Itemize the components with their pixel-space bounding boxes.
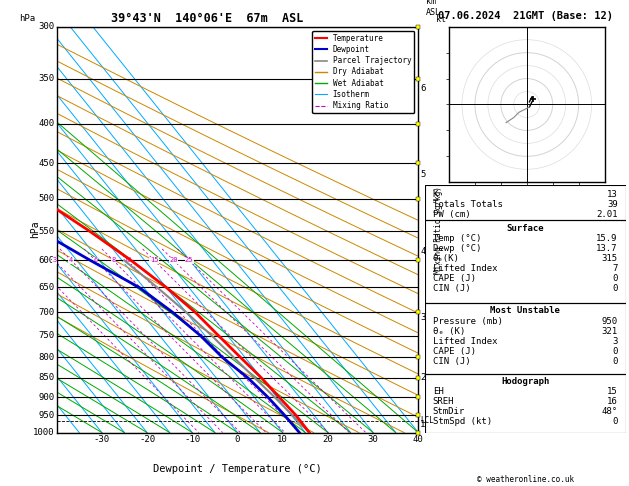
Text: 39: 39 — [607, 200, 618, 209]
Text: 900: 900 — [38, 393, 55, 401]
Text: 0: 0 — [613, 417, 618, 426]
Text: 3: 3 — [52, 258, 57, 263]
Text: 350: 350 — [38, 74, 55, 83]
Text: 5: 5 — [420, 170, 425, 179]
Bar — [425, 303, 626, 374]
Text: 07.06.2024  21GMT (Base: 12): 07.06.2024 21GMT (Base: 12) — [438, 11, 613, 21]
Text: 3: 3 — [613, 337, 618, 346]
Text: -30: -30 — [94, 434, 110, 444]
Text: -10: -10 — [184, 434, 200, 444]
Text: 10: 10 — [123, 258, 131, 263]
Text: hPa: hPa — [19, 14, 35, 23]
Text: Surface: Surface — [506, 224, 544, 233]
Text: 15: 15 — [607, 387, 618, 396]
Text: 13.7: 13.7 — [596, 244, 618, 253]
Text: 20: 20 — [323, 434, 333, 444]
Text: 315: 315 — [602, 254, 618, 263]
Text: 15: 15 — [150, 258, 159, 263]
Text: K: K — [433, 190, 438, 199]
Text: LCL: LCL — [420, 416, 434, 425]
Text: StmSpd (kt): StmSpd (kt) — [433, 417, 492, 426]
Text: 0: 0 — [613, 347, 618, 356]
Text: 1000: 1000 — [33, 428, 55, 437]
Text: 450: 450 — [38, 159, 55, 168]
Text: Dewp (°C): Dewp (°C) — [433, 244, 481, 253]
Text: Lifted Index: Lifted Index — [433, 264, 497, 273]
Text: 4: 4 — [69, 258, 73, 263]
Text: 40: 40 — [413, 434, 424, 444]
Text: 800: 800 — [38, 353, 55, 362]
Bar — [425, 185, 626, 220]
Text: 600: 600 — [38, 256, 55, 265]
Bar — [425, 374, 626, 433]
Text: km
ASL: km ASL — [426, 0, 440, 17]
Text: 700: 700 — [38, 308, 55, 317]
Text: 500: 500 — [38, 194, 55, 204]
Text: θₑ (K): θₑ (K) — [433, 327, 465, 335]
Text: 13: 13 — [607, 190, 618, 199]
Text: Temp (°C): Temp (°C) — [433, 234, 481, 243]
Text: 10: 10 — [277, 434, 288, 444]
Text: CIN (J): CIN (J) — [433, 284, 470, 293]
Text: 950: 950 — [602, 316, 618, 326]
Text: 20: 20 — [169, 258, 178, 263]
Text: Dewpoint / Temperature (°C): Dewpoint / Temperature (°C) — [153, 464, 322, 474]
Text: 2: 2 — [420, 373, 425, 382]
Text: 39°43'N  140°06'E  67m  ASL: 39°43'N 140°06'E 67m ASL — [111, 12, 304, 25]
Text: 0: 0 — [235, 434, 240, 444]
Text: 4: 4 — [420, 247, 425, 256]
Text: 3: 3 — [420, 312, 425, 322]
Text: 550: 550 — [38, 226, 55, 236]
Text: 0: 0 — [613, 357, 618, 365]
Text: StmDir: StmDir — [433, 407, 465, 417]
Text: Totals Totals: Totals Totals — [433, 200, 503, 209]
Text: -20: -20 — [139, 434, 155, 444]
Text: θₑ(K): θₑ(K) — [433, 254, 460, 263]
Text: hPa: hPa — [30, 221, 40, 239]
Text: Most Unstable: Most Unstable — [490, 307, 560, 315]
Bar — [425, 220, 626, 303]
Text: 850: 850 — [38, 373, 55, 382]
Text: 30: 30 — [368, 434, 379, 444]
Text: CAPE (J): CAPE (J) — [433, 274, 476, 283]
Text: 0: 0 — [613, 284, 618, 293]
Text: CAPE (J): CAPE (J) — [433, 347, 476, 356]
Text: 300: 300 — [38, 22, 55, 31]
Text: 2.01: 2.01 — [596, 210, 618, 219]
Text: 25: 25 — [185, 258, 194, 263]
Text: 7: 7 — [613, 264, 618, 273]
Text: SREH: SREH — [433, 398, 454, 406]
Text: 950: 950 — [38, 411, 55, 420]
Text: Pressure (mb): Pressure (mb) — [433, 316, 503, 326]
Legend: Temperature, Dewpoint, Parcel Trajectory, Dry Adiabat, Wet Adiabat, Isotherm, Mi: Temperature, Dewpoint, Parcel Trajectory… — [312, 31, 415, 113]
Text: 400: 400 — [38, 119, 55, 128]
Text: 6: 6 — [93, 258, 97, 263]
Text: 0: 0 — [613, 274, 618, 283]
Text: Hodograph: Hodograph — [501, 377, 549, 386]
Text: 1: 1 — [420, 419, 425, 429]
Text: 650: 650 — [38, 283, 55, 292]
Text: © weatheronline.co.uk: © weatheronline.co.uk — [477, 474, 574, 484]
Text: kt: kt — [436, 15, 446, 24]
Text: 6: 6 — [420, 84, 425, 93]
Text: EH: EH — [433, 387, 443, 396]
Text: 750: 750 — [38, 331, 55, 340]
Text: Lifted Index: Lifted Index — [433, 337, 497, 346]
Text: 8: 8 — [111, 258, 115, 263]
Text: 321: 321 — [602, 327, 618, 335]
Text: PW (cm): PW (cm) — [433, 210, 470, 219]
Text: 16: 16 — [607, 398, 618, 406]
Text: 48°: 48° — [602, 407, 618, 417]
Text: Mixing Ratio (g/kg): Mixing Ratio (g/kg) — [433, 186, 443, 274]
Text: 15.9: 15.9 — [596, 234, 618, 243]
Text: CIN (J): CIN (J) — [433, 357, 470, 365]
